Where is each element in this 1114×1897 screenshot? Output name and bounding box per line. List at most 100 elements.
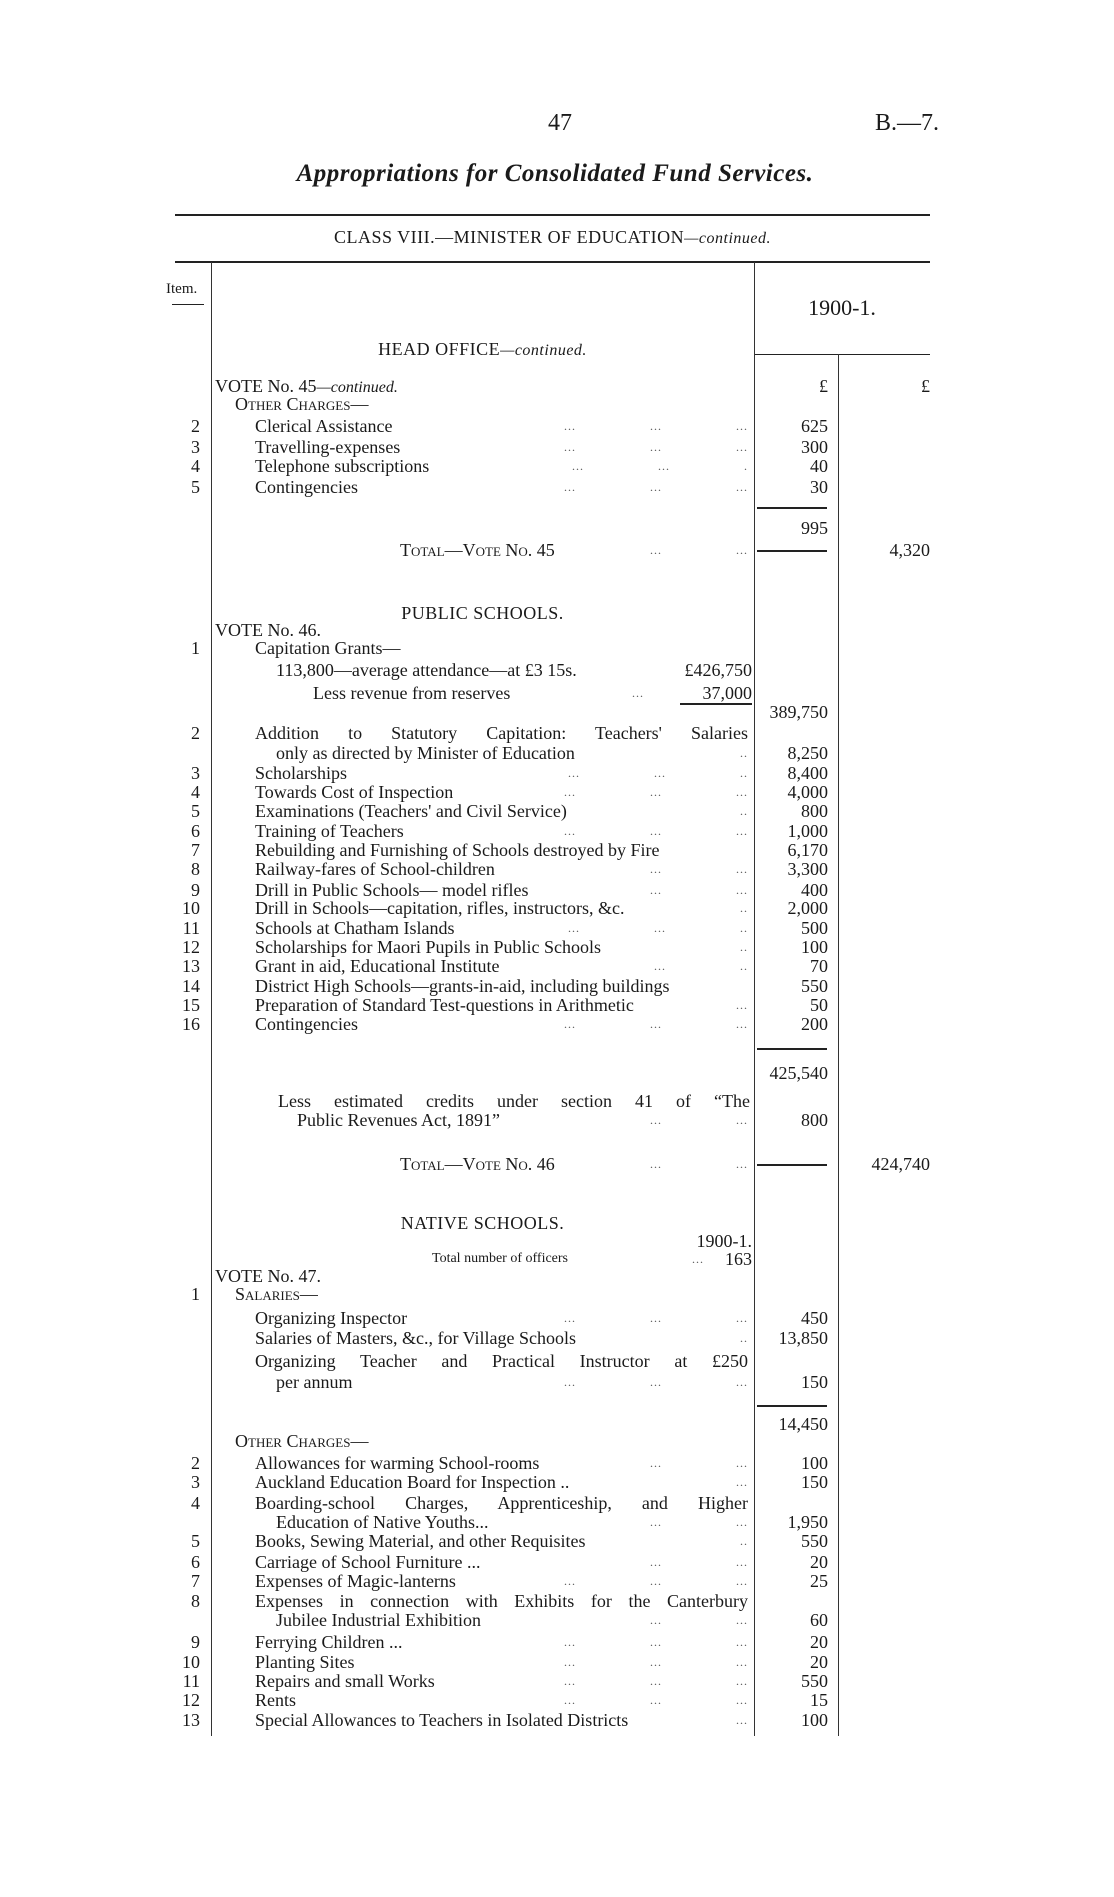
item-description: Jubilee Industrial Exhibition xyxy=(276,1609,481,1631)
item-number: 1 xyxy=(191,638,200,658)
table-row: Public Revenues Act, 1891” ... ... 800 xyxy=(0,1109,1114,1131)
dot-leaders: .. xyxy=(740,804,748,818)
item-description: Drill in Public Schools— model rifles xyxy=(255,879,528,901)
item-description: Allowances for warming School-rooms xyxy=(255,1452,539,1474)
description-text: Public Revenues Act, 1891” xyxy=(297,1110,500,1130)
description-text: Rebuilding and Furnishing of Schools des… xyxy=(255,840,660,860)
item-description: Less revenue from reserves xyxy=(313,682,510,704)
item-number: 9 xyxy=(191,1632,200,1652)
description-text: Railway-fares of School-children xyxy=(255,859,495,879)
table-row: 7 Rebuilding and Furnishing of Schools de… xyxy=(0,839,1114,861)
description-text: Towards Cost of Inspection xyxy=(255,782,454,802)
item-number: 2 xyxy=(191,723,200,743)
table-row: 8 Expenses in connection with Exhibits fo… xyxy=(0,1590,1114,1612)
table-row: VOTE No. 45—continued. £ £ xyxy=(0,375,1114,397)
dot-leaders: ... xyxy=(736,1713,748,1727)
dot-leaders: ... ... ... xyxy=(564,824,748,838)
dot-leaders: ... ... ... xyxy=(564,1635,748,1649)
sub-amount: 163 xyxy=(725,1249,752,1269)
item-number: 5 xyxy=(191,801,200,821)
item-number: 5 xyxy=(191,477,200,497)
description-text: Education of Native Youths... xyxy=(276,1512,489,1532)
dot-leaders: ... ... ... xyxy=(564,1017,748,1031)
amount: 450 xyxy=(801,1308,828,1328)
table-row: 9 Ferrying Children ... ... ... ... 20 xyxy=(0,1631,1114,1653)
item-description: Scholarships xyxy=(255,762,347,784)
description-text: VOTE No. 45 xyxy=(215,376,317,396)
table-row: 12 Scholarships for Maori Pupils in Publi… xyxy=(0,936,1114,958)
table-row: Less estimated credits under section 41 … xyxy=(0,1090,1114,1112)
item-description: VOTE No. 47. xyxy=(215,1265,321,1287)
item-column-divider xyxy=(211,262,213,1736)
description-text: only as directed by Minister of Educatio… xyxy=(276,743,575,763)
dot-leaders: ... xyxy=(692,1252,704,1266)
description-text: Expenses in connection with Exhibits for… xyxy=(255,1591,748,1611)
page-title: Appropriations for Consolidated Fund Ser… xyxy=(296,160,814,187)
item-number: 16 xyxy=(182,1014,200,1034)
amount: 20 xyxy=(810,1552,828,1572)
subtotal-rule xyxy=(757,1164,827,1166)
item-description: only as directed by Minister of Educatio… xyxy=(276,742,575,764)
item-description: PUBLIC SCHOOLS. xyxy=(211,602,754,624)
vote-total: £ xyxy=(921,376,930,396)
table-row: 6 Carriage of School Furniture ... ... ...… xyxy=(0,1551,1114,1573)
description-text: Organizing Inspector xyxy=(255,1308,408,1328)
table-row: VOTE No. 47. xyxy=(0,1265,1114,1287)
amount: 20 xyxy=(810,1652,828,1672)
amount: 60 xyxy=(810,1610,828,1630)
amount: 425,540 xyxy=(769,1063,829,1083)
dot-leaders: ... ... ... xyxy=(564,1674,748,1688)
table-row: 7 Expenses of Magic-lanterns ... ... ... 25 xyxy=(0,1570,1114,1592)
amount-column-divider xyxy=(754,262,756,1736)
item-description: Clerical Assistance xyxy=(255,415,392,437)
amount: 30 xyxy=(810,477,828,497)
sub-amount: £426,750 xyxy=(684,660,753,680)
dot-leaders: .. xyxy=(740,1331,748,1345)
table-row: Less revenue from reserves... 37,000 xyxy=(0,682,1114,704)
section-heading: NATIVE SCHOOLS. xyxy=(0,1212,1114,1234)
sub-amount: 37,000 xyxy=(702,683,753,703)
dot-leaders: ... ... xyxy=(650,1456,748,1470)
header-rule xyxy=(175,261,930,263)
table-row: 9 Drill in Public Schools— model rifles..… xyxy=(0,879,1114,901)
subtotal-rule xyxy=(757,507,827,509)
description-text: Less estimated credits under section 41 … xyxy=(278,1091,750,1111)
item-description: Total—Vote No. 45 xyxy=(400,539,555,561)
subtotal-rule xyxy=(757,1405,827,1407)
item-number: 6 xyxy=(191,1552,200,1572)
table-row: Total number of officers... 163 xyxy=(0,1248,1114,1270)
table-row: 1900-1. xyxy=(0,1230,1114,1252)
amount: 550 xyxy=(801,1671,828,1691)
dot-leaders: .. xyxy=(740,1534,748,1548)
table-row: 13 Special Allowances to Teachers in Isol… xyxy=(0,1709,1114,1731)
item-number: 7 xyxy=(191,1571,200,1591)
item-number: 9 xyxy=(191,880,200,900)
item-description: Salaries— xyxy=(235,1283,318,1305)
dot-leaders: ... ... ... xyxy=(564,1574,748,1588)
amount: 8,400 xyxy=(787,763,829,783)
description-text: Ferrying Children ... xyxy=(255,1632,403,1652)
description-text: District High Schools—grants-in-aid, inc… xyxy=(255,976,670,996)
table-row: 14 District High Schools—grants-in-aid, i… xyxy=(0,975,1114,997)
table-row: 3 Travelling-expenses ... ... ... 300 xyxy=(0,436,1114,458)
dot-leaders: ... ... ... xyxy=(564,419,748,433)
amount: £ xyxy=(819,376,828,396)
amount: 300 xyxy=(801,437,828,457)
year-column-header: 1900-1. xyxy=(808,295,876,320)
description-text: Other Charges— xyxy=(235,394,369,414)
table-row: 3 Auckland Education Board for Inspection… xyxy=(0,1471,1114,1493)
item-number: 4 xyxy=(191,1493,200,1513)
table-row: 995 xyxy=(0,517,1114,539)
amount: 550 xyxy=(801,976,828,996)
description-text: Planting Sites xyxy=(255,1652,355,1672)
table-row: 2 Allowances for warming School-rooms ... … xyxy=(0,1452,1114,1474)
dot-leaders: ... xyxy=(736,1475,748,1489)
description-text: Total—Vote No. 45 xyxy=(400,540,555,560)
dot-leaders: ... .. xyxy=(654,959,748,973)
item-description: Training of Teachers xyxy=(255,820,404,842)
item-description: Other Charges— xyxy=(235,393,368,415)
description-text: 113,800—average attendance—at £3 15s. xyxy=(276,660,577,680)
item-number: 12 xyxy=(182,1690,200,1710)
top-rule xyxy=(175,214,930,216)
dot-leaders: ... ... .. xyxy=(568,921,748,935)
